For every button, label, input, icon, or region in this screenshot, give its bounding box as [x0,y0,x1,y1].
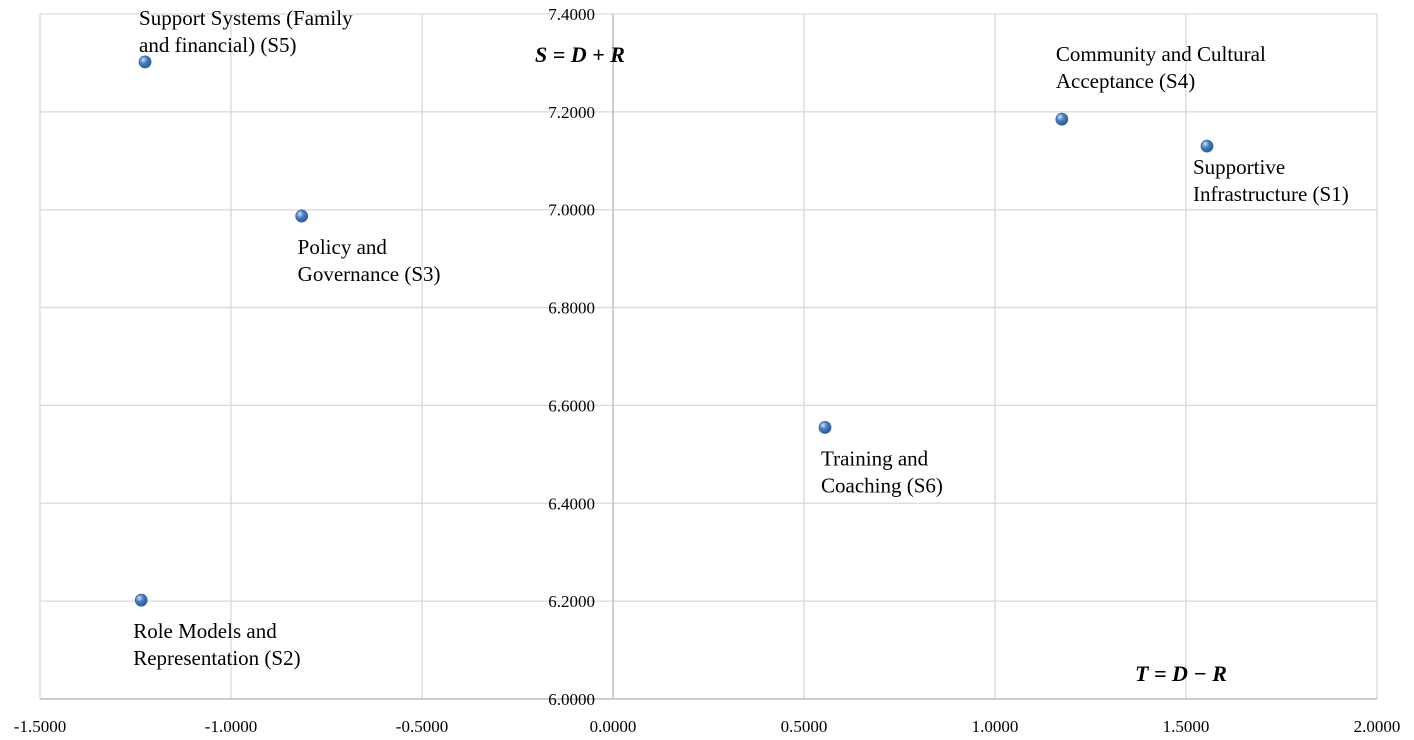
data-point [1055,112,1069,126]
point-label: Training and Coaching (S6) [821,446,943,497]
point-label-line: Role Models and [133,619,277,643]
point-label-line: Representation (S2) [133,646,300,670]
point-label-line: Supportive [1193,155,1285,179]
gridlines [39,13,1378,699]
axes [40,14,1377,700]
x-tick-label: -1.5000 [14,717,66,736]
x-tick-label: 0.0000 [590,717,637,736]
y-tick-label: 6.2000 [548,592,595,611]
data-point [295,209,309,223]
x-tick-label: 1.0000 [972,717,1019,736]
point-label-line: Acceptance (S4) [1056,69,1195,93]
point-label-line: Training and [821,446,929,470]
point-label-line: Infrastructure (S1) [1193,182,1349,206]
point-label-line: Support Systems (Family [139,6,353,30]
x-tick-label: 2.0000 [1354,717,1401,736]
x-axis-title: T = D − R [1135,661,1227,686]
data-point [138,55,152,69]
point-label-line: Community and Cultural [1056,42,1266,66]
point-label-line: and financial) (S5) [139,33,296,57]
data-point [134,593,148,607]
data-point [818,421,832,434]
point-label: Supportive Infrastructure (S1) [1193,155,1349,206]
point-labels: Supportive Infrastructure (S1) Role Models… [133,6,1348,670]
x-tick-label: -0.5000 [396,717,448,736]
x-tick-labels: -1.5000 -1.0000 -0.5000 0.0000 0.5000 1.0000 1… [14,717,1401,736]
y-axis-title: S = D + R [535,42,625,67]
y-tick-label: 7.0000 [548,201,595,220]
point-label: Role Models and Representation (S2) [133,619,300,670]
point-label-line: Governance (S3) [298,262,441,286]
y-tick-label: 6.6000 [548,396,595,415]
data-point [1200,139,1214,153]
y-tick-label: 7.2000 [548,103,595,122]
point-label-line: Coaching (S6) [821,473,943,497]
point-label: Support Systems (Family and financial) (S… [139,6,353,57]
x-tick-label: 0.5000 [781,717,828,736]
y-tick-labels: 6.0000 6.2000 6.4000 6.6000 6.8000 7.0000 7.20… [548,5,595,709]
point-label-line: Policy and [298,235,388,259]
data-points [134,55,1214,607]
point-label: Policy and Governance (S3) [298,235,441,286]
y-tick-label: 6.0000 [548,690,595,709]
y-tick-label: 6.4000 [548,494,595,513]
x-tick-label: 1.5000 [1163,717,1210,736]
y-tick-label: 7.4000 [548,5,595,24]
y-tick-label: 6.8000 [548,299,595,318]
x-tick-label: -1.0000 [205,717,257,736]
point-label: Community and Cultural Acceptance (S4) [1056,42,1266,93]
